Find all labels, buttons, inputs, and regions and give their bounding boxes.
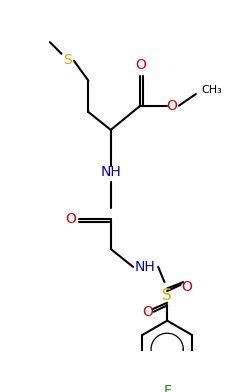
Text: O: O <box>135 58 146 73</box>
Text: O: O <box>65 212 76 227</box>
Text: NH: NH <box>100 165 121 179</box>
Text: O: O <box>166 99 177 113</box>
Text: O: O <box>142 305 153 319</box>
Text: CH₃: CH₃ <box>201 85 222 94</box>
Text: F: F <box>163 383 171 392</box>
Text: S: S <box>162 288 172 303</box>
Text: O: O <box>181 279 192 294</box>
Text: NH: NH <box>134 260 155 274</box>
Text: S: S <box>63 53 72 67</box>
